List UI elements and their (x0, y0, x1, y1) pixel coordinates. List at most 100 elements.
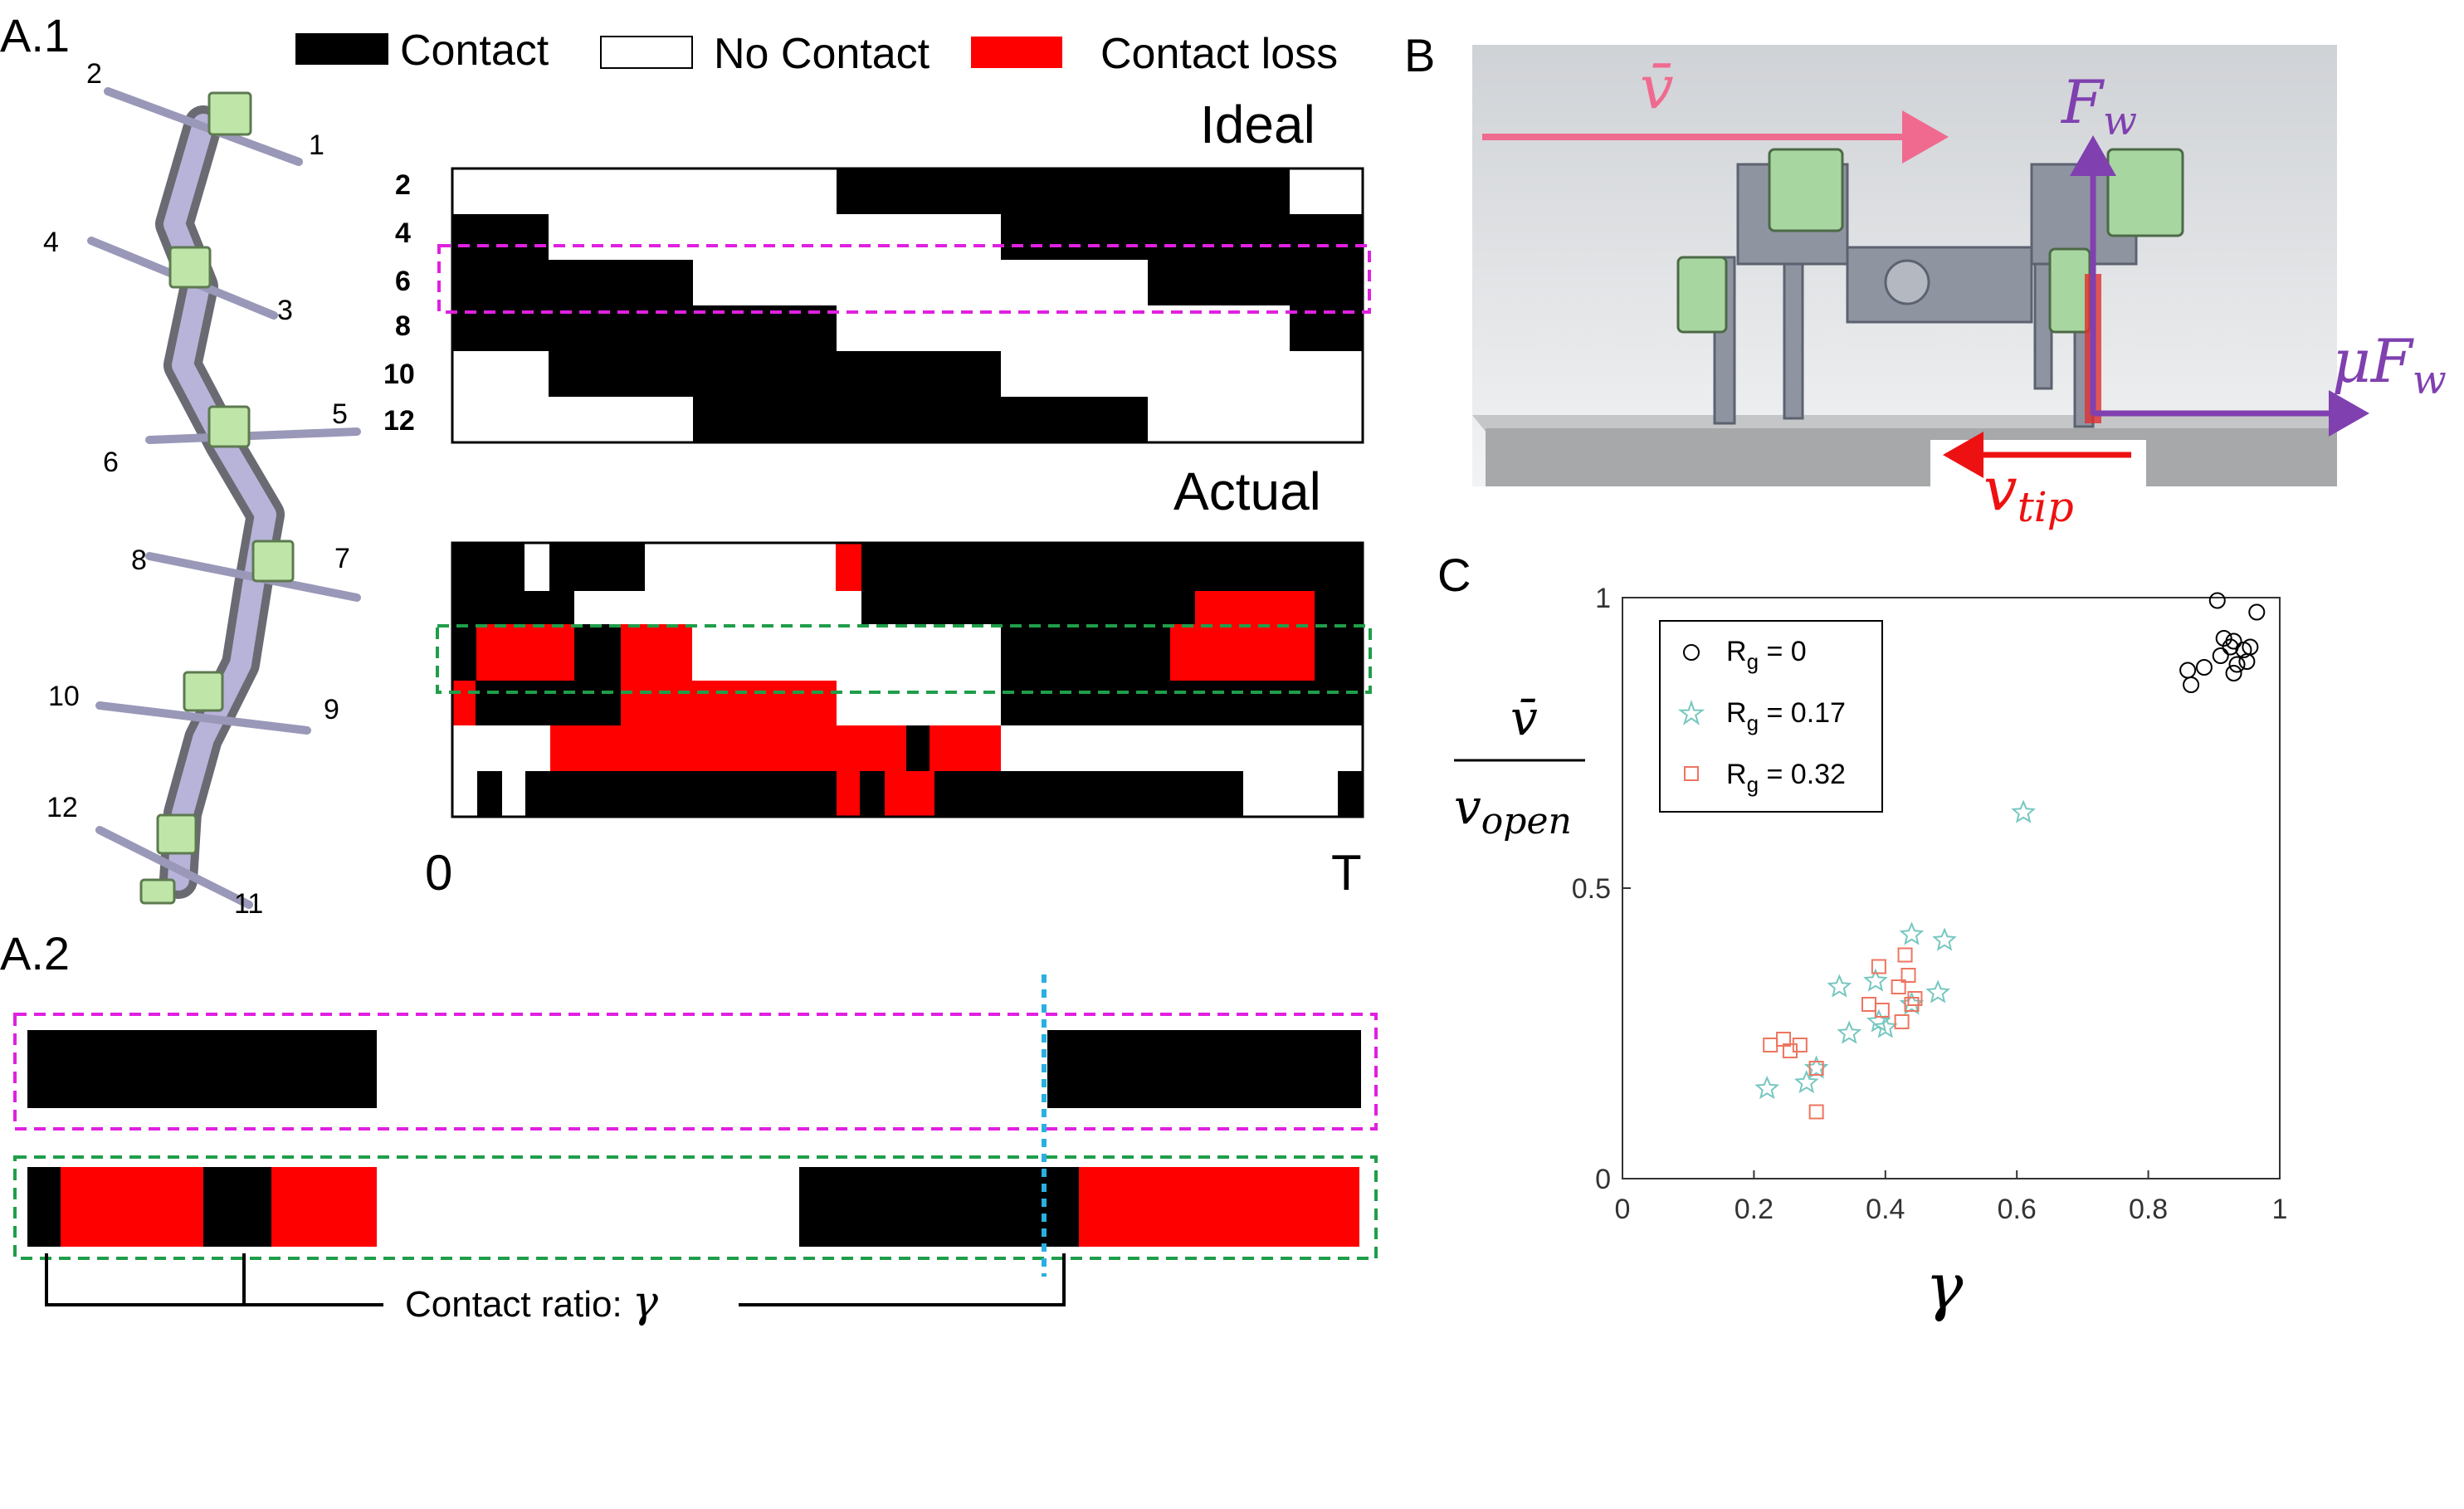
legend-swatch-contact (295, 33, 388, 65)
contact-segment (452, 260, 693, 305)
contact-loss-segment (1079, 1167, 1359, 1247)
data-point-circle (2212, 647, 2229, 664)
data-point-circle (2222, 638, 2239, 656)
contact-loss-segment (929, 725, 1001, 771)
leg-number: 10 (48, 681, 80, 712)
contact-loss-segment (1195, 591, 1315, 624)
legend-label-no-contact: No Contact (714, 30, 930, 78)
x-tick-label: 0 (1615, 1194, 1631, 1225)
legend-marker-star (1677, 699, 1705, 725)
ground-slab (1486, 428, 2337, 486)
y-label-numerator: v̄ (1510, 690, 1538, 746)
y-label-denominator: vopen (1454, 779, 1572, 842)
leg-number: 12 (46, 792, 78, 823)
no-contact-segment (452, 725, 550, 771)
leg-number: 1 (309, 129, 324, 161)
data-point-circle (2183, 676, 2200, 693)
panel-label-b: B (1404, 29, 1435, 81)
x-tick-label: 1 (2272, 1194, 2288, 1225)
robot-side-view: v̄ Fw μFw vtip (1472, 45, 2447, 531)
data-point-square (1904, 997, 1920, 1012)
legend-entry: Rg = 0.17 (1726, 697, 1846, 735)
contact-segment (27, 1030, 377, 1108)
data-point-star (1837, 1020, 1862, 1044)
y-axis-label: v̄ vopen (1454, 690, 1585, 842)
row-label: 6 (395, 266, 411, 297)
leg-number: 11 (234, 888, 263, 920)
ideal-chart-border (451, 167, 1364, 444)
data-point-square (1871, 959, 1886, 974)
no-contact-segment (692, 624, 1001, 681)
legend-entry: Rg = 0 (1726, 636, 1807, 674)
contact-loss-segment (550, 725, 906, 771)
legend-entry: Rg = 0.32 (1726, 759, 1846, 797)
contact-loss-segment (1170, 624, 1315, 681)
contact-ratio-bracket (45, 1253, 1066, 1306)
y-tick-label: 0.5 (1572, 873, 1611, 905)
ideal-detail-box (13, 1013, 1378, 1131)
contact-segment (1047, 1030, 1361, 1108)
leg-number: 5 (332, 398, 348, 430)
contact-loss-segment (837, 771, 860, 817)
no-contact-segment (574, 591, 861, 624)
row-label: 4 (395, 217, 411, 249)
contact-loss-segment (621, 681, 837, 725)
data-point-circle (2225, 665, 2242, 681)
leg-number: 9 (324, 694, 339, 725)
y-tick-label: 1 (1595, 583, 1611, 614)
contact-segment (27, 1167, 61, 1247)
y-axis-ticks: 00.51 (1572, 583, 1631, 1195)
data-point-star (1754, 1075, 1780, 1100)
ideal-gait-chart (437, 167, 1371, 444)
contact-ratio-label: Contact ratio: γ (405, 1277, 659, 1327)
leg-number: 2 (86, 58, 102, 90)
x-axis-ticks: 0 0.2 0.4 0.6 0.8 1 (1615, 1170, 2288, 1225)
mean-velocity-label: v̄ (1640, 52, 1674, 122)
robot-body-chain-highlight (163, 114, 276, 891)
leg-number: 4 (43, 227, 59, 258)
x-tick-label: 0.4 (1866, 1194, 1905, 1225)
contact-segment (1001, 214, 1363, 260)
contact-segment (1148, 260, 1363, 305)
leg-number: 7 (334, 543, 350, 574)
data-point-circle (2228, 656, 2246, 673)
contact-loss-segment (836, 543, 861, 591)
ideal-highlight-box (437, 244, 1371, 314)
chart-legend: Rg = 0 Rg = 0.17 Rg = 0.32 (1659, 620, 1883, 813)
row-label: 10 (383, 359, 415, 390)
data-point-square (1897, 947, 1913, 963)
contact-loss-segment (452, 681, 476, 725)
panel-label-a1: A.1 (0, 9, 70, 61)
actual-chart-border (451, 541, 1364, 818)
no-contact-segment (1001, 725, 1363, 771)
ground-slab-top (1472, 415, 2337, 432)
contact-loss-segment (61, 1167, 203, 1247)
time-axis-end: T (1331, 845, 1362, 901)
ground-notch (1930, 440, 2146, 486)
robot-servos-b (1676, 148, 2184, 334)
actual-gait-chart (436, 541, 1372, 818)
contact-segment (799, 1167, 1079, 1247)
legend-swatch-no-contact (600, 36, 693, 69)
robot-leg-numbers: 2 1 4 3 5 6 8 7 10 9 12 11 (43, 58, 350, 920)
contact-loss-segment (621, 624, 692, 681)
legend-swatch-contact-loss (971, 37, 1062, 68)
data-point-square (1900, 968, 1916, 983)
actual-title: Actual (1173, 461, 1321, 521)
no-contact-segment (1243, 771, 1338, 817)
a2-detail: Contact ratio: γ (13, 974, 1378, 1327)
legend-marker-square (1684, 766, 1699, 781)
data-point-star (1803, 1055, 1829, 1079)
legend-label-contact: Contact (400, 27, 549, 75)
data-point-star (1932, 927, 1957, 951)
data-point-star (2011, 799, 2036, 823)
no-contact-segment (452, 771, 477, 817)
data-point-square (1792, 1038, 1808, 1052)
robot-legs (87, 87, 361, 909)
legend-marker-circle (1683, 644, 1700, 661)
data-point-star (1899, 991, 1925, 1015)
row-label: 8 (395, 310, 411, 342)
data-point-circle (2248, 603, 2266, 621)
actual-detail-box (13, 1155, 1378, 1260)
